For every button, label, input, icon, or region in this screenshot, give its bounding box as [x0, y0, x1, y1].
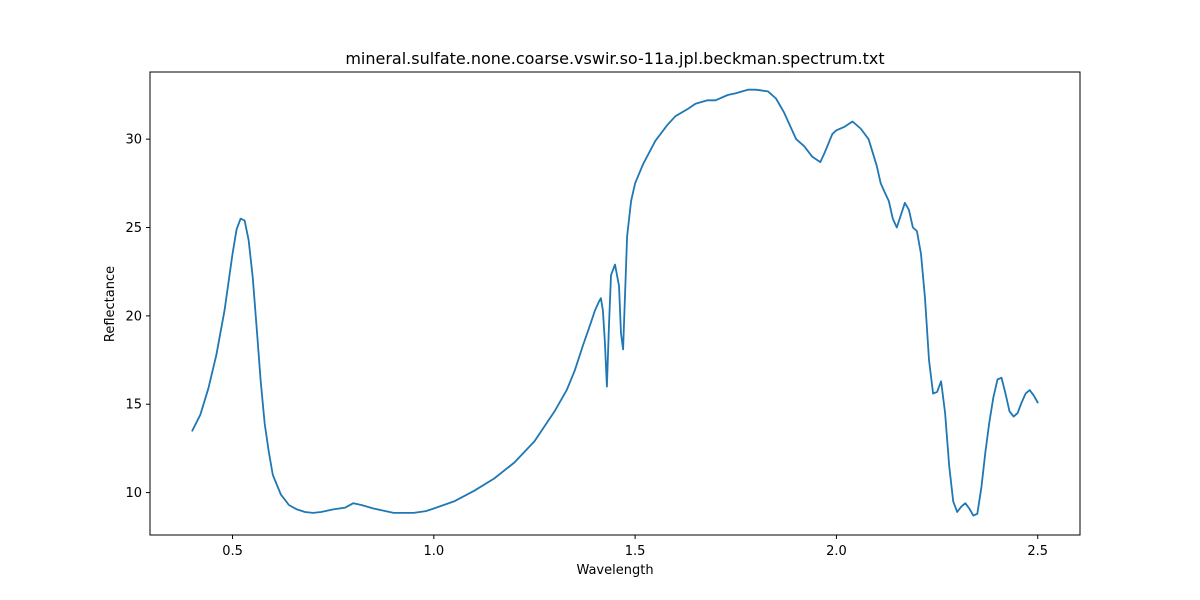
- x-tick-label: 0.5: [222, 544, 243, 559]
- x-axis: 0.5 1.0 1.5 2.0 2.5: [222, 535, 1048, 559]
- y-tick-label: 30: [125, 133, 142, 148]
- spectrum-series-line: [191, 88, 1039, 517]
- y-tick-label: 25: [125, 221, 142, 236]
- y-axis: 10 15 20 25 30: [125, 133, 150, 501]
- y-tick-label: 20: [125, 309, 142, 324]
- y-tick-label: 10: [125, 486, 142, 501]
- x-tick-label: 1.5: [625, 544, 646, 559]
- y-tick-label: 15: [125, 398, 142, 413]
- plot-area: [191, 88, 1039, 517]
- y-axis-label: Reflectance: [103, 266, 118, 342]
- x-tick-label: 2.0: [826, 544, 847, 559]
- x-tick-label: 1.0: [423, 544, 444, 559]
- x-axis-label: Wavelength: [576, 563, 653, 578]
- axes-frame: [149, 71, 1081, 536]
- x-tick-label: 2.5: [1027, 544, 1048, 559]
- chart-title: mineral.sulfate.none.coarse.vswir.so-11a…: [345, 49, 884, 68]
